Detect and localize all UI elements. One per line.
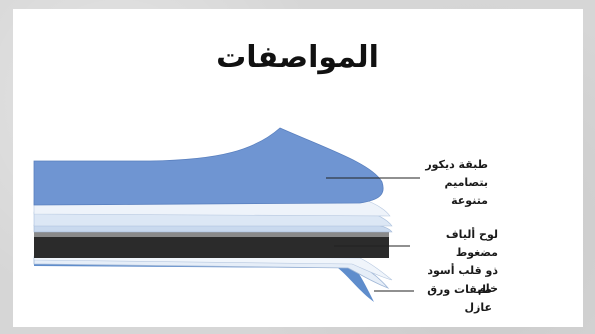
board-label-line2: ذو قلب أسود خام bbox=[427, 264, 498, 295]
decor-layer-label: طبقة ديكور بتصاميم متنوعة bbox=[418, 156, 488, 210]
lower-paper-layer-2 bbox=[33, 255, 393, 281]
core-board bbox=[34, 236, 389, 258]
core-board-label: لوح ألياف مضغوط ذو قلب أسود خام bbox=[408, 226, 498, 298]
page-title: المواصفات bbox=[216, 40, 379, 75]
decor-label-line2: بتصاميم متنوعة bbox=[444, 176, 488, 207]
board-label-line1: لوح ألياف مضغوط bbox=[445, 228, 498, 259]
decor-layer bbox=[33, 127, 384, 206]
paper-layers-label: طبقات ورق عازل bbox=[427, 283, 492, 314]
decor-label-line1: طبقة ديكور bbox=[425, 158, 488, 171]
core-board-top-edge bbox=[34, 232, 389, 237]
